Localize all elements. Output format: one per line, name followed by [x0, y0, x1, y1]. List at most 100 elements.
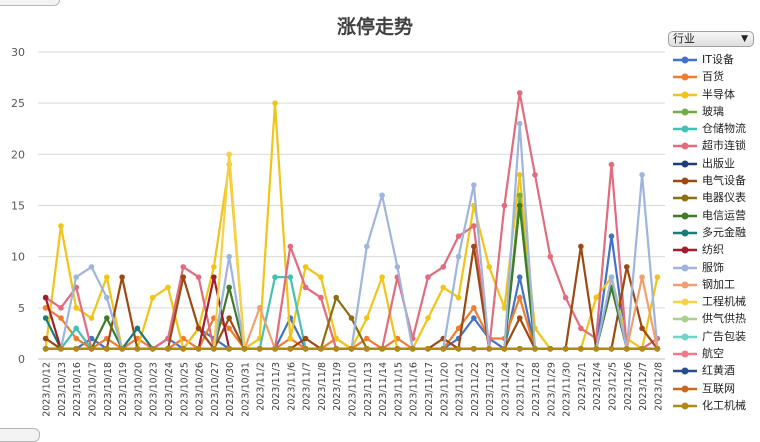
y-tick-label: 25	[11, 97, 25, 110]
data-point	[593, 294, 599, 301]
data-point	[42, 305, 49, 311]
x-tick-label: 2023/10/12	[42, 362, 53, 417]
data-point	[73, 305, 80, 311]
legend-swatch-marker	[681, 281, 689, 289]
data-point	[639, 345, 645, 352]
x-tick-label: 2023/10/25	[179, 362, 190, 417]
data-point	[471, 345, 477, 352]
data-point	[226, 253, 232, 260]
legend-item: 电信运营	[672, 208, 760, 225]
legend-swatch-marker	[681, 315, 689, 323]
x-tick-label: 2023/11/29	[546, 362, 557, 417]
legend-item: 供气供热	[672, 311, 760, 328]
data-point	[333, 335, 340, 342]
legend-label: 钢加工	[702, 277, 735, 291]
series-化工机械	[42, 345, 661, 352]
data-point	[455, 345, 462, 352]
x-tick-label: 2023/11/13	[363, 362, 374, 417]
legend-swatch	[673, 91, 697, 99]
legend-label: 供气供热	[702, 312, 746, 326]
legend-item: 纺织	[672, 242, 760, 259]
x-tick-label: 2023/10/27	[210, 362, 221, 417]
legend-swatch-marker	[681, 385, 689, 393]
legend-label: 服饰	[702, 260, 724, 274]
x-tick-label: 2023/11/30	[562, 362, 573, 417]
data-point	[211, 345, 217, 352]
legend-item: 玻璃	[672, 104, 760, 121]
legend-swatch	[673, 402, 697, 410]
legend-swatch-marker	[681, 367, 689, 375]
industry-filter-dropdown[interactable]: 行业 ▼	[668, 31, 754, 47]
series-line	[44, 102, 659, 350]
data-point	[516, 90, 523, 96]
x-tick-label: 2023/11/6	[286, 362, 297, 411]
legend-item: 化工机械	[672, 398, 760, 415]
data-point	[471, 243, 477, 250]
legend-swatch	[673, 142, 697, 150]
x-tick-label: 2023/11/10	[348, 362, 359, 417]
legend-item: 钢加工	[672, 277, 760, 294]
legend-item: 广告包装	[672, 329, 760, 346]
data-point	[348, 345, 355, 352]
data-point	[134, 325, 141, 332]
data-point	[455, 233, 462, 239]
legend-swatch	[673, 229, 697, 237]
y-tick-label: 0	[18, 353, 25, 366]
data-point	[379, 274, 385, 280]
data-point	[562, 345, 569, 352]
data-point	[471, 182, 477, 188]
legend-swatch	[673, 108, 697, 116]
data-point	[639, 274, 645, 280]
data-point	[379, 345, 385, 352]
data-point	[42, 335, 49, 342]
x-tick-label: 2023/10/19	[118, 362, 129, 417]
data-point	[348, 315, 355, 321]
legend-swatch	[673, 160, 697, 168]
data-point	[287, 243, 294, 250]
x-tick-label: 2023/10/30	[225, 362, 236, 417]
legend-item: 出版业	[672, 156, 760, 173]
x-tick-label: 2023/10/17	[88, 362, 99, 417]
series-工程机械	[42, 151, 661, 352]
legend-item: 航空	[672, 346, 760, 363]
data-point	[333, 294, 340, 301]
data-point	[516, 192, 523, 199]
data-point	[226, 345, 232, 352]
data-point	[516, 345, 523, 352]
data-point	[363, 345, 370, 352]
data-point	[547, 253, 554, 260]
legend-item: 服饰	[672, 260, 760, 277]
legend-swatch	[673, 333, 697, 341]
legend-swatch-marker	[681, 160, 689, 168]
data-point	[654, 274, 661, 280]
data-point	[440, 284, 447, 291]
x-tick-label: 2023/10/20	[133, 362, 144, 417]
data-point	[593, 345, 599, 352]
legend-swatch-marker	[681, 350, 689, 358]
data-point	[394, 264, 401, 270]
data-point	[333, 345, 340, 352]
data-point	[73, 335, 80, 342]
y-tick-label: 15	[11, 200, 25, 213]
x-tick-label: 2023/11/22	[470, 362, 481, 417]
x-tick-label: 2023/12/8	[653, 362, 664, 411]
legend-swatch	[673, 73, 697, 81]
data-point	[425, 345, 431, 352]
legend-swatch-marker	[681, 91, 689, 99]
data-point	[623, 264, 630, 270]
data-point	[425, 274, 431, 280]
legend-swatch-marker	[681, 73, 689, 81]
data-point	[42, 294, 49, 301]
data-point	[104, 345, 110, 352]
legend-item: 电气设备	[672, 173, 760, 190]
legend-label: 半导体	[702, 87, 735, 101]
legend-label: 玻璃	[702, 104, 724, 118]
legend-item: 仓储物流	[672, 121, 760, 138]
data-point	[363, 315, 370, 321]
chart-title: 涨停走势	[336, 16, 413, 38]
x-tick-label: 2023/12/7	[638, 362, 649, 411]
data-point	[73, 325, 80, 332]
legend-swatch-marker	[681, 402, 689, 410]
data-point	[486, 264, 492, 270]
x-tick-label: 2023/11/15	[393, 362, 404, 417]
